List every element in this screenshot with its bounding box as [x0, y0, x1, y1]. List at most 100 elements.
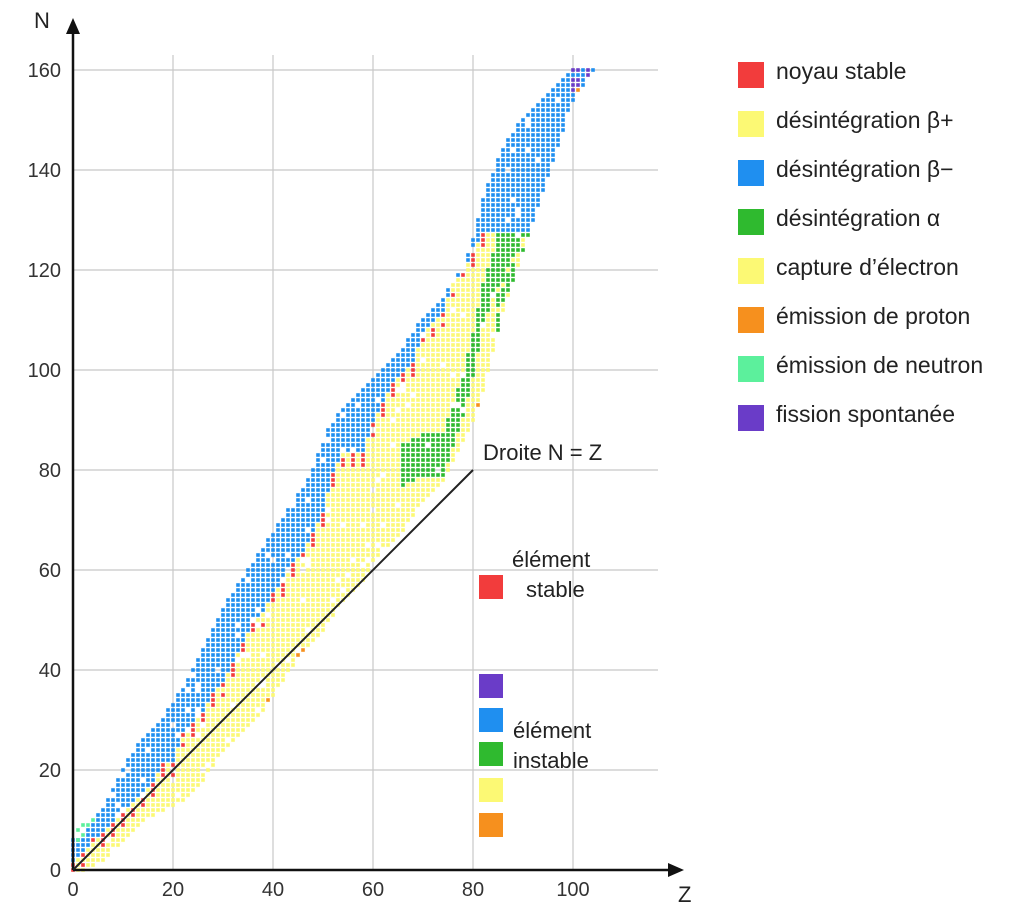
point-beta-plus: [371, 438, 375, 442]
point-beta-minus: [531, 213, 535, 217]
point-beta-minus: [536, 148, 540, 152]
point-alpha: [426, 458, 430, 462]
point-beta-plus: [291, 638, 295, 642]
point-beta-plus: [406, 378, 410, 382]
point-beta-minus: [561, 123, 565, 127]
point-stable: [341, 463, 345, 467]
point-alpha: [491, 263, 495, 267]
point-alpha: [441, 448, 445, 452]
point-beta-minus: [506, 173, 510, 177]
point-stable: [401, 378, 405, 382]
point-beta-plus: [136, 823, 140, 827]
point-alpha: [411, 473, 415, 477]
point-beta-plus: [456, 438, 460, 442]
point-beta-minus: [226, 633, 230, 637]
point-stable: [351, 453, 355, 457]
point-beta-minus: [241, 608, 245, 612]
point-beta-minus: [321, 443, 325, 447]
point-beta-plus: [481, 263, 485, 267]
point-beta-minus: [371, 418, 375, 422]
point-beta-minus: [276, 568, 280, 572]
point-beta-minus: [261, 593, 265, 597]
point-beta-minus: [286, 563, 290, 567]
point-alpha: [451, 408, 455, 412]
chart-legend: noyau stable désintégration β+ désintégrat…: [738, 58, 1033, 450]
point-beta-plus: [381, 433, 385, 437]
point-beta-plus: [241, 703, 245, 707]
point-alpha: [406, 463, 410, 467]
point-beta-plus: [381, 448, 385, 452]
point-beta-plus: [296, 618, 300, 622]
point-alpha: [496, 273, 500, 277]
point-beta-plus: [271, 628, 275, 632]
point-beta-plus: [261, 633, 265, 637]
point-beta-minus: [331, 463, 335, 467]
point-beta-plus: [471, 318, 475, 322]
point-beta-plus: [346, 503, 350, 507]
point-beta-minus: [221, 658, 225, 662]
point-beta-minus: [511, 143, 515, 147]
point-beta-plus: [426, 383, 430, 387]
point-beta-minus: [76, 848, 80, 852]
point-alpha: [456, 398, 460, 402]
x-tick-label: 60: [362, 879, 384, 901]
point-beta-plus: [326, 588, 330, 592]
point-beta-minus: [456, 273, 460, 277]
point-beta-plus: [451, 298, 455, 302]
point-beta-plus: [491, 313, 495, 317]
stable-element-label-1: élément: [512, 547, 590, 572]
point-beta-minus: [156, 748, 160, 752]
point-beta-plus: [156, 798, 160, 802]
y-axis-label: N: [34, 8, 50, 33]
point-beta-minus: [246, 603, 250, 607]
point-beta-plus: [106, 848, 110, 852]
point-beta-minus: [396, 358, 400, 362]
point-beta-plus: [431, 378, 435, 382]
point-alpha: [456, 423, 460, 427]
point-beta-plus: [251, 663, 255, 667]
point-beta-plus: [296, 593, 300, 597]
point-alpha: [416, 443, 420, 447]
point-beta-plus: [216, 743, 220, 747]
point-beta-minus: [371, 398, 375, 402]
point-beta-minus: [161, 733, 165, 737]
point-beta-minus: [316, 483, 320, 487]
point-beta-minus: [146, 783, 150, 787]
point-beta-plus: [161, 808, 165, 812]
point-beta-minus: [186, 713, 190, 717]
point-beta-minus: [501, 223, 505, 227]
point-beta-minus: [536, 173, 540, 177]
point-beta-minus: [531, 128, 535, 132]
point-beta-minus: [351, 433, 355, 437]
point-beta-minus: [126, 803, 130, 807]
point-beta-plus: [481, 253, 485, 257]
point-alpha: [516, 258, 520, 262]
point-beta-plus: [361, 568, 365, 572]
point-beta-minus: [521, 188, 525, 192]
point-beta-plus: [341, 578, 345, 582]
point-beta-minus: [541, 133, 545, 137]
point-beta-minus: [531, 188, 535, 192]
point-beta-minus: [266, 598, 270, 602]
point-beta-plus: [346, 478, 350, 482]
point-beta-minus: [321, 453, 325, 457]
point-beta-plus: [311, 553, 315, 557]
point-beta-plus: [456, 448, 460, 452]
point-beta-plus: [401, 393, 405, 397]
point-beta-minus: [366, 393, 370, 397]
point-beta-plus: [476, 393, 480, 397]
point-beta-plus: [471, 268, 475, 272]
point-beta-plus: [401, 403, 405, 407]
point-beta-minus: [226, 663, 230, 667]
point-beta-minus: [311, 508, 315, 512]
point-beta-minus: [316, 518, 320, 522]
point-beta-minus: [371, 388, 375, 392]
point-beta-plus: [251, 708, 255, 712]
point-beta-plus: [371, 543, 375, 547]
point-beta-plus: [321, 613, 325, 617]
point-beta-minus: [221, 673, 225, 677]
point-beta-minus: [146, 768, 150, 772]
point-beta-minus: [316, 458, 320, 462]
point-beta-minus: [536, 153, 540, 157]
point-stable: [441, 313, 445, 317]
